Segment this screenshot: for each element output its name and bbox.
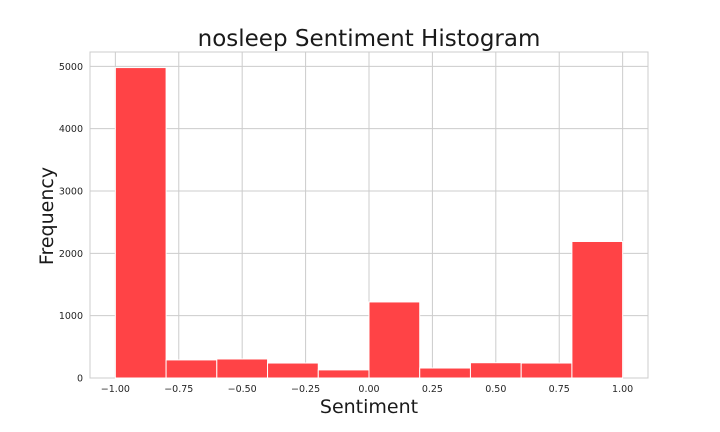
y-tick-label: 2000 (59, 249, 83, 260)
histogram-bars (114, 67, 624, 379)
histogram-bar (165, 359, 218, 379)
x-tick-label: 0.00 (358, 384, 379, 395)
x-axis-ticks: −1.00 −0.75 −0.50 −0.25 0.00 0.25 0.50 0.75 1.00 (101, 384, 633, 395)
chart-title: nosleep Sentiment Histogram (198, 26, 541, 52)
x-tick-label: −0.75 (164, 384, 193, 395)
y-tick-label: 5000 (59, 62, 83, 73)
x-axis-label: Sentiment (320, 396, 418, 418)
y-tick-label: 0 (77, 374, 83, 385)
histogram-bar (317, 369, 370, 379)
y-axis-label: Frequency (36, 167, 58, 265)
histogram-bar (520, 362, 573, 379)
y-tick-label: 3000 (59, 187, 83, 198)
x-tick-label: 0.50 (485, 384, 506, 395)
x-tick-label: 0.75 (549, 384, 570, 395)
histogram-bar (469, 362, 522, 379)
histogram-bar (419, 367, 471, 379)
x-tick-label: 1.00 (612, 384, 633, 395)
x-tick-label: −0.25 (291, 384, 320, 395)
x-tick-label: −1.00 (101, 384, 130, 395)
histogram-bar (114, 67, 167, 379)
y-tick-label: 4000 (59, 124, 83, 135)
y-axis-ticks: 0 1000 2000 3000 4000 5000 (59, 62, 83, 385)
histogram-bar (368, 301, 421, 379)
x-tick-label: −0.50 (228, 384, 257, 395)
histogram-bar (267, 362, 319, 379)
x-tick-label: 0.25 (422, 384, 443, 395)
histogram-bar (571, 240, 624, 379)
histogram-bar (216, 358, 269, 379)
y-tick-label: 1000 (59, 311, 83, 322)
